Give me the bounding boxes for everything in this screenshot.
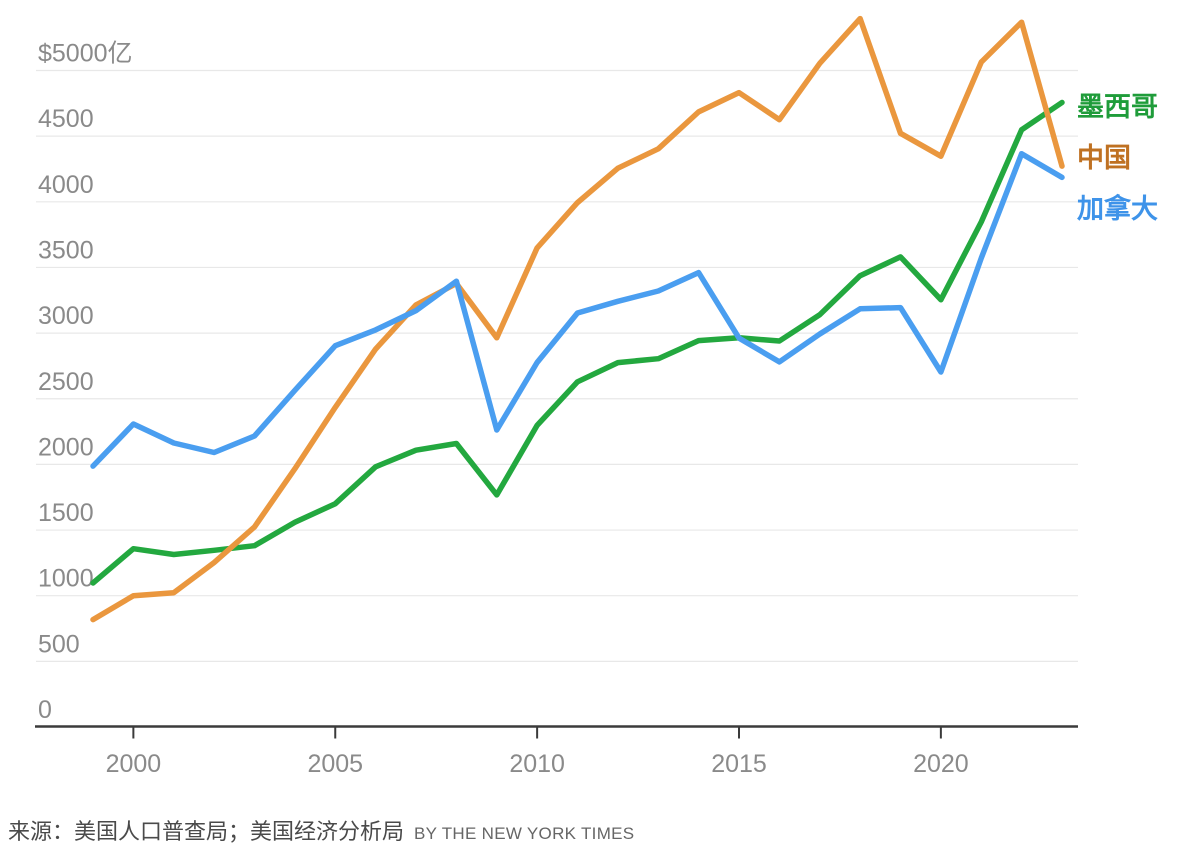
y-axis-labels: $5000亿 4500 4000 3500 3000 2500 2000 1500 1000 50… bbox=[38, 40, 133, 725]
x-tick-label-2000: 2000 bbox=[106, 750, 162, 778]
x-axis-ticks: 2000 2005 2010 2015 2020 bbox=[106, 726, 969, 778]
y-tick-label-1500: 1500 bbox=[38, 499, 94, 527]
line-mexico bbox=[90, 99, 1065, 586]
legend-mexico: 墨西哥 bbox=[1077, 92, 1158, 122]
legend-china: 中国 bbox=[1077, 143, 1131, 173]
x-tick-label-2010: 2010 bbox=[509, 750, 565, 778]
y-tick-label-2000: 2000 bbox=[38, 433, 94, 461]
x-tick-label-2005: 2005 bbox=[307, 750, 363, 778]
y-tick-label-0: 0 bbox=[38, 696, 52, 724]
y-tick-label-2500: 2500 bbox=[38, 368, 94, 396]
grid-lines bbox=[36, 69, 1078, 662]
source-text: 来源：美国人口普查局；美国经济分析局 bbox=[8, 819, 405, 844]
x-tick-label-2015: 2015 bbox=[711, 750, 767, 778]
chart-footer: 来源：美国人口普查局；美国经济分析局 BY THE NEW YORK TIMES bbox=[8, 814, 1168, 846]
y-tick-label-3000: 3000 bbox=[38, 302, 94, 330]
y-tick-label-500: 500 bbox=[38, 630, 80, 658]
y-tick-label-4500: 4500 bbox=[38, 105, 94, 133]
y-tick-label-3500: 3500 bbox=[38, 236, 94, 264]
x-tick-label-2020: 2020 bbox=[913, 750, 969, 778]
y-tick-label-1000: 1000 bbox=[38, 565, 94, 593]
line-chart: $5000亿 4500 4000 3500 3000 2500 2000 1500 1000 50… bbox=[35, 15, 1078, 778]
y-tick-label-5000: $5000亿 bbox=[38, 40, 133, 68]
y-tick-label-4000: 4000 bbox=[38, 171, 94, 199]
line-china bbox=[90, 15, 1065, 623]
byline-text: BY THE NEW YORK TIMES bbox=[414, 824, 635, 843]
chart-legend: 墨西哥 中国 加拿大 bbox=[1077, 93, 1177, 246]
line-canada bbox=[90, 150, 1065, 469]
series-lines bbox=[90, 15, 1065, 623]
legend-canada: 加拿大 bbox=[1077, 194, 1158, 224]
